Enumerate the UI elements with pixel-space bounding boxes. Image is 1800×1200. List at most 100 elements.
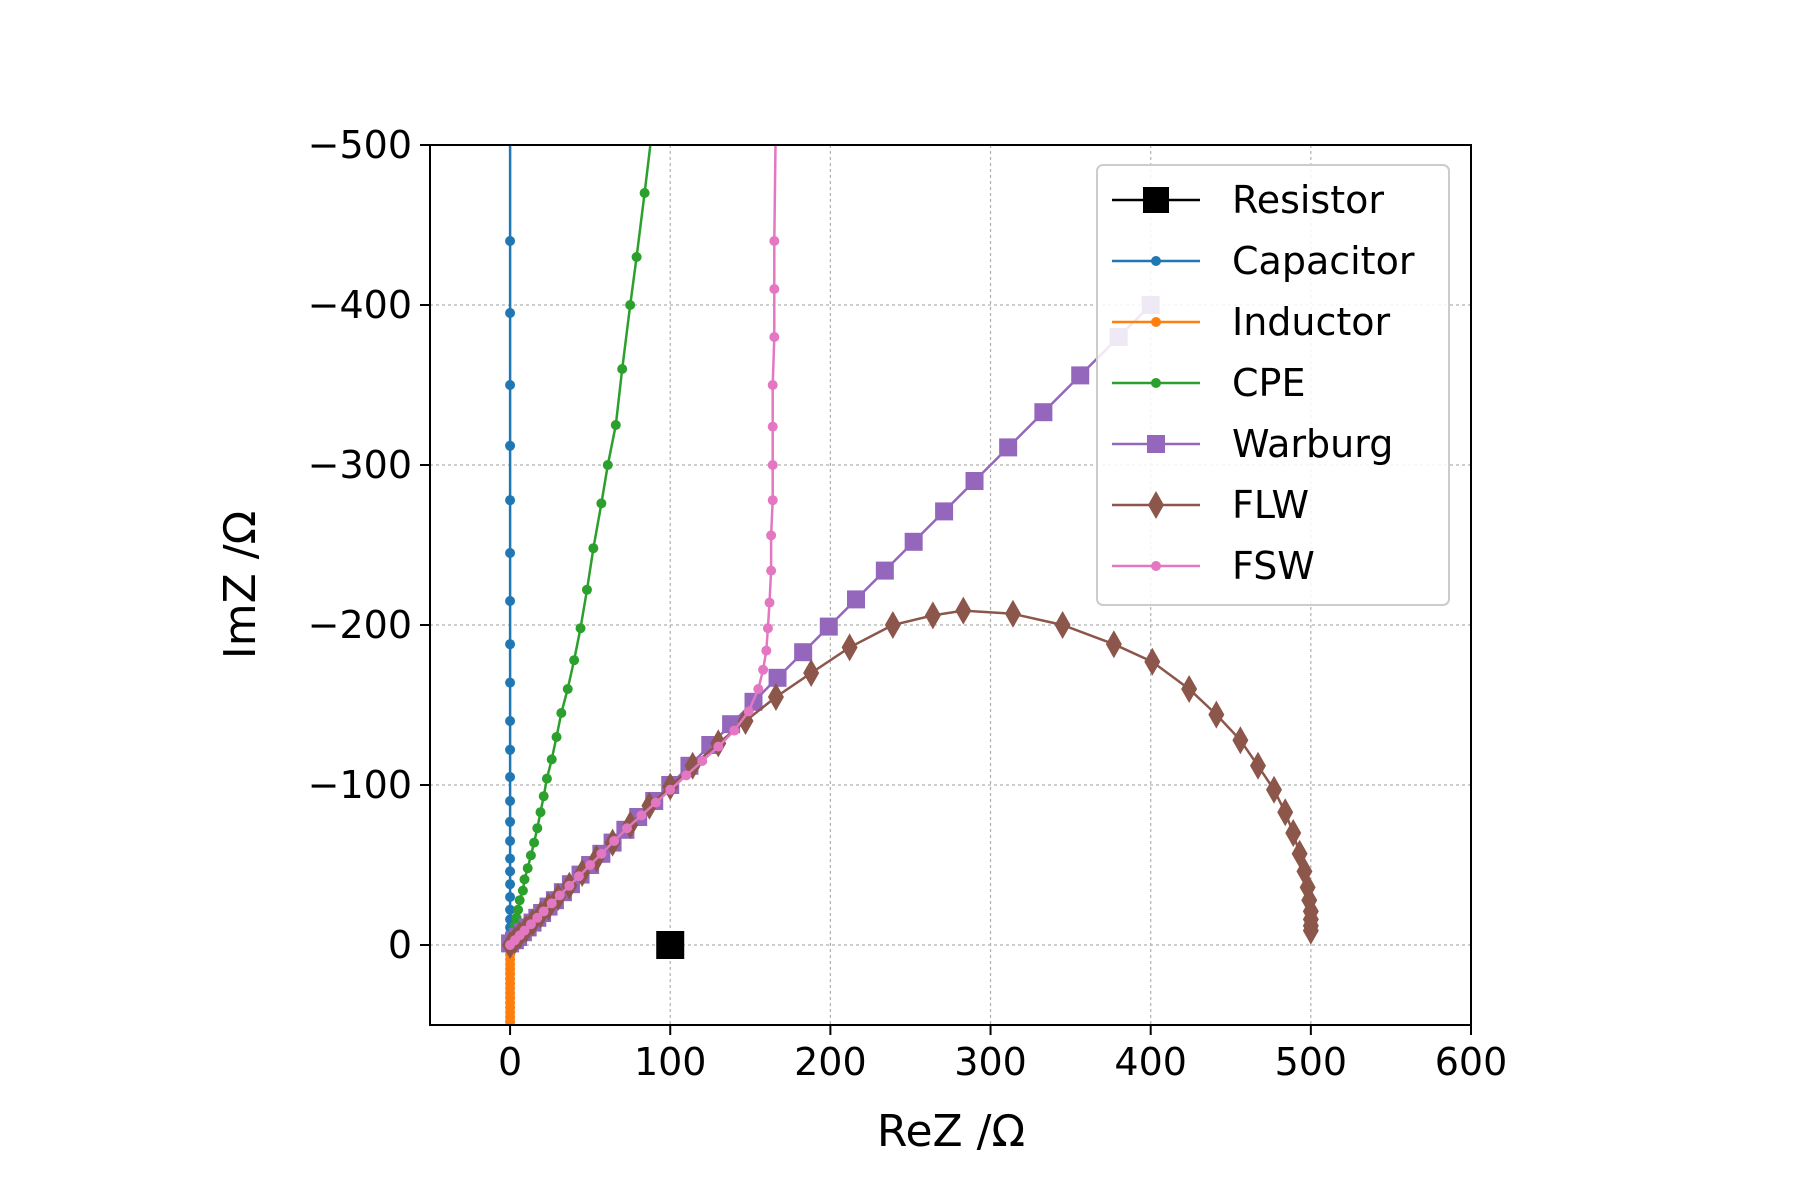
point-cpe — [625, 300, 636, 310]
point-cpe — [610, 420, 621, 430]
point-flw — [1277, 798, 1294, 827]
series-resistor — [656, 931, 685, 959]
point-capacitor — [505, 716, 516, 726]
point-fsw — [769, 284, 780, 294]
legend-marker — [1147, 435, 1165, 453]
point-fsw — [636, 810, 647, 821]
legend-entry-inductor: Inductor — [1112, 300, 1391, 344]
point-fsw — [767, 380, 778, 390]
point-flw — [1054, 611, 1071, 639]
point-fsw — [532, 912, 543, 923]
point-capacitor — [505, 639, 516, 650]
point-flw — [1232, 726, 1249, 755]
point-warburg — [819, 617, 838, 636]
point-cpe — [546, 754, 557, 765]
point-cpe — [513, 904, 524, 915]
legend-label: Inductor — [1232, 300, 1391, 344]
plot-frame — [429, 144, 1472, 1026]
point-fsw — [538, 906, 549, 917]
point-flw — [1105, 630, 1122, 659]
point-fsw — [650, 797, 661, 808]
point-fsw — [767, 460, 778, 470]
point-fsw — [769, 332, 780, 342]
point-capacitor — [505, 879, 516, 890]
point-flw — [884, 611, 901, 639]
point-warburg — [904, 532, 923, 551]
point-inductor — [505, 1016, 516, 1025]
point-flw — [1249, 751, 1266, 780]
point-fsw — [764, 597, 775, 608]
point-flw — [841, 633, 858, 662]
legend-entry-cpe: CPE — [1112, 361, 1305, 405]
point-flw — [1302, 916, 1319, 945]
series-group — [501, 145, 1319, 1025]
point-capacitor — [505, 677, 516, 688]
point-flw — [1144, 647, 1161, 676]
legend-marker — [1151, 317, 1161, 327]
point-cpe — [575, 623, 586, 634]
point-flw — [767, 683, 784, 711]
point-fsw — [769, 236, 780, 246]
x-tick-label: 300 — [954, 1040, 1027, 1084]
legend-marker — [1151, 561, 1161, 571]
point-warburg — [794, 643, 813, 662]
point-cpe — [556, 708, 567, 718]
point-cpe — [525, 850, 536, 861]
point-capacitor — [505, 816, 516, 827]
point-cpe — [522, 863, 533, 874]
point-fsw — [585, 860, 596, 870]
y-tick-label: −500 — [308, 123, 412, 167]
point-capacitor — [505, 495, 516, 506]
point-warburg — [999, 438, 1018, 457]
x-tick-label: 500 — [1275, 1040, 1348, 1084]
point-cpe — [535, 807, 546, 818]
series-fsw — [505, 145, 780, 950]
point-cpe — [617, 364, 628, 374]
legend-marker — [1151, 378, 1161, 388]
legend-entry-warburg: Warburg — [1112, 422, 1393, 466]
point-capacitor — [505, 744, 516, 755]
point-fsw — [758, 664, 769, 675]
point-fsw — [573, 871, 584, 882]
point-cpe — [569, 655, 580, 666]
y-tick-label: −400 — [308, 283, 412, 327]
point-flw — [1004, 599, 1021, 628]
point-fsw — [697, 756, 708, 766]
point-cpe — [538, 791, 549, 802]
point-fsw — [609, 836, 620, 846]
point-warburg — [768, 668, 787, 687]
point-cpe — [514, 895, 525, 906]
point-warburg — [847, 590, 866, 609]
point-fsw — [729, 725, 740, 736]
y-tick-label: 0 — [388, 923, 412, 967]
point-capacitor — [505, 866, 516, 877]
point-cpe — [588, 543, 599, 554]
point-cpe — [532, 823, 543, 834]
point-capacitor — [505, 836, 516, 846]
point-flw — [1266, 775, 1283, 804]
point-flw — [803, 659, 820, 687]
point-capacitor — [505, 440, 516, 451]
y-tick-label: −100 — [308, 763, 412, 807]
point-flw — [1285, 819, 1302, 847]
legend-entry-resistor: Resistor — [1112, 178, 1384, 222]
point-flw — [955, 596, 972, 625]
point-capacitor — [505, 904, 516, 915]
point-cpe — [581, 584, 592, 595]
point-capacitor — [505, 596, 516, 606]
point-capacitor — [505, 796, 516, 806]
point-flw — [924, 601, 941, 630]
point-capacitor — [505, 548, 516, 558]
x-tick-label: 0 — [498, 1040, 522, 1084]
point-cpe — [562, 684, 573, 694]
legend-marker — [1148, 491, 1164, 519]
point-cpe — [517, 885, 528, 896]
point-fsw — [564, 880, 575, 891]
legend-label: Warburg — [1232, 422, 1393, 466]
point-capacitor — [505, 892, 516, 902]
x-tick-label: 200 — [794, 1040, 867, 1084]
point-fsw — [665, 784, 676, 795]
y-tick-label: −200 — [308, 603, 412, 647]
point-capacitor — [505, 308, 516, 318]
